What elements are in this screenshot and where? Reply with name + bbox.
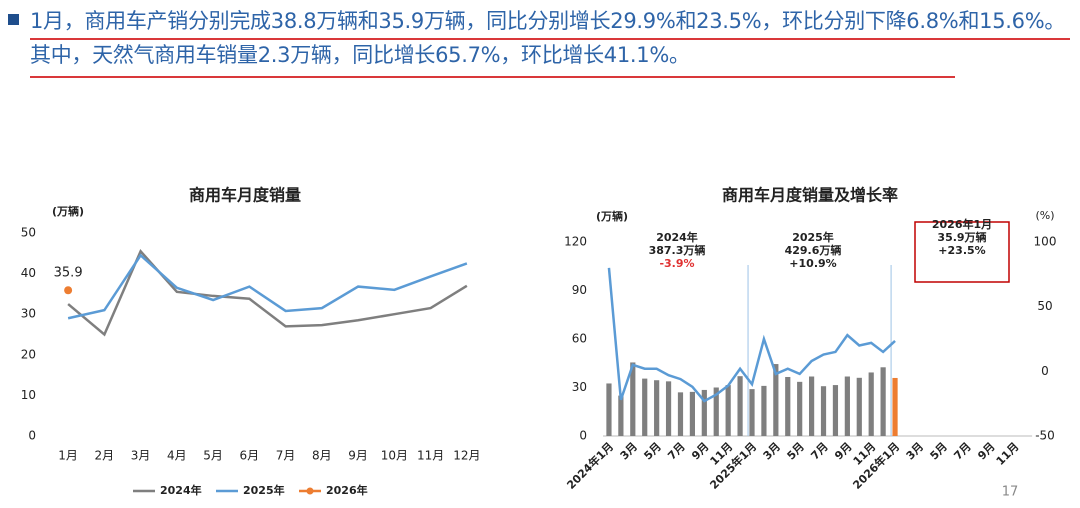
point — [64, 286, 73, 295]
header-text: 1月，商用车产销分别完成38.8万辆和35.9万辆，同比分别增长29.9%和23… — [30, 9, 1066, 67]
y-axis-label: (万辆) — [596, 209, 628, 223]
legend-label: 2024年 — [160, 483, 202, 497]
bar — [630, 362, 636, 436]
bar — [665, 381, 672, 436]
bar — [820, 386, 827, 436]
underline — [30, 38, 1070, 40]
x-tick-label: 6月 — [240, 449, 260, 463]
chart-title: 商用车月度销量及增长率 — [722, 186, 898, 205]
annotation: -3.9% — [659, 257, 694, 270]
annotation: 387.3万辆 — [649, 243, 706, 257]
bar — [880, 367, 886, 436]
bar — [773, 364, 779, 436]
line — [67, 253, 468, 320]
x-tick-label: 11月 — [417, 449, 444, 463]
x-tick-label: 4月 — [167, 449, 187, 463]
x-tick-label: 11月 — [994, 440, 1022, 468]
x-tick-label: 3月 — [131, 449, 151, 463]
bar — [642, 378, 648, 436]
x-tick-label: 1月 — [58, 449, 78, 463]
annotation: +23.5% — [938, 244, 985, 257]
annotation: 35.9万辆 — [937, 230, 986, 244]
bar — [701, 389, 707, 436]
line — [607, 267, 896, 403]
bar — [892, 377, 898, 436]
annotation: 429.6万辆 — [785, 243, 842, 257]
bar — [618, 395, 624, 436]
x-tick-label: 3月 — [904, 440, 926, 462]
y-axis-label: (万辆) — [52, 204, 84, 218]
y2-tick-label: 50 — [1037, 299, 1052, 313]
annotation: 2025年 — [792, 230, 834, 244]
bar — [809, 376, 815, 436]
bar — [785, 376, 791, 436]
page-number: 17 — [1002, 485, 1019, 500]
chart-title: 商用车月度销量 — [189, 186, 301, 205]
y-tick-label: 120 — [564, 235, 587, 249]
bar — [689, 391, 695, 436]
x-tick-label: 7月 — [951, 440, 973, 462]
bar — [868, 372, 874, 436]
x-tick-label: 10月 — [381, 449, 408, 463]
y-tick-label: 30 — [21, 307, 36, 321]
bar — [761, 385, 767, 436]
y2-axis-label: (%) — [1035, 209, 1054, 222]
legend-dot — [306, 487, 314, 495]
x-tick-label: 5月 — [203, 449, 223, 463]
line — [67, 248, 468, 337]
bar — [749, 389, 755, 436]
x-tick-label: 7月 — [808, 440, 830, 462]
y-tick-label: 50 — [21, 226, 36, 240]
bar — [725, 385, 731, 436]
bar — [677, 392, 684, 436]
bar — [654, 380, 660, 436]
y-tick-label: 20 — [21, 347, 36, 361]
underline — [30, 76, 955, 78]
x-tick-label: 7月 — [665, 440, 687, 462]
bar — [713, 387, 719, 436]
legend-label: 2025年 — [243, 483, 285, 497]
data-label: 35.9 — [54, 266, 83, 281]
header: 1月，商用车产销分别完成38.8万辆和35.9万辆，同比分别增长29.9%和23… — [0, 0, 1080, 80]
y2-tick-label: -50 — [1035, 429, 1055, 443]
x-tick-label: 2月 — [95, 449, 115, 463]
y2-tick-label: 0 — [1041, 364, 1049, 378]
y-tick-label: 60 — [572, 332, 587, 346]
annotation: +10.9% — [789, 257, 836, 270]
bar — [856, 377, 862, 436]
bar — [844, 376, 850, 436]
y-tick-label: 10 — [21, 388, 36, 402]
annotation-box — [914, 221, 1010, 283]
x-tick-label: 8月 — [312, 449, 332, 463]
x-tick-label: 5月 — [928, 440, 950, 462]
y-tick-label: 0 — [579, 429, 587, 443]
bar — [832, 385, 839, 436]
y-tick-label: 40 — [21, 266, 36, 280]
y-tick-label: 30 — [572, 380, 587, 394]
y-tick-label: 90 — [572, 283, 587, 297]
x-tick-label: 5月 — [641, 440, 663, 462]
legend-label: 2026年 — [326, 483, 368, 497]
bullet — [8, 14, 19, 25]
x-tick-label: 5月 — [785, 440, 807, 462]
annotation: 2024年 — [656, 230, 698, 244]
x-tick-label: 7月 — [276, 449, 296, 463]
x-tick-label: 12月 — [453, 449, 480, 463]
x-tick-label: 2024年1月 — [564, 439, 617, 492]
x-tick-label: 3月 — [761, 440, 783, 462]
bar — [797, 381, 803, 436]
x-tick-label: 9月 — [348, 449, 368, 463]
annotation: 2026年1月 — [932, 217, 992, 231]
bar — [606, 383, 612, 436]
x-tick-label: 3月 — [618, 440, 640, 462]
y2-tick-label: 100 — [1034, 235, 1057, 249]
y-tick-label: 0 — [28, 429, 36, 443]
bar — [737, 376, 743, 436]
